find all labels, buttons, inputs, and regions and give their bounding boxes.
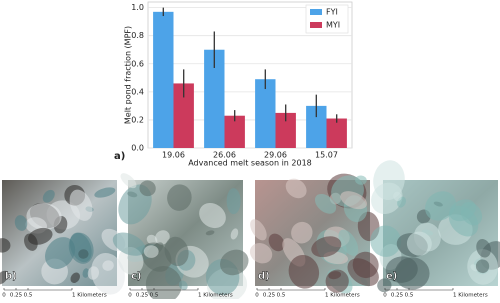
image-texture [285, 178, 307, 199]
image-texture [371, 182, 403, 215]
image-texture [0, 238, 11, 253]
image-panel: c) [112, 173, 249, 303]
bar [173, 83, 194, 148]
bar [255, 79, 276, 148]
x-tick-label: 26.06 [213, 151, 236, 160]
scale-label: 1 Kilometers [325, 293, 360, 299]
image-texture [42, 189, 55, 203]
image-texture [230, 228, 239, 240]
image-texture [145, 266, 182, 303]
image-texture [0, 270, 9, 285]
scale-label: 0 [383, 293, 387, 299]
image-texture [291, 221, 313, 244]
image-texture [24, 233, 38, 251]
bar [306, 105, 327, 148]
image-texture [167, 184, 192, 211]
image-texture [68, 232, 94, 264]
image-texture [45, 237, 76, 269]
image-texture [377, 278, 392, 293]
image-texture [199, 202, 226, 229]
image-texture [347, 258, 379, 287]
image-texture [82, 268, 90, 278]
panel-label: e) [386, 271, 397, 282]
image-texture [314, 193, 337, 214]
scale-label: 1 Kilometers [453, 293, 488, 299]
image-texture [325, 269, 349, 293]
image-texture [94, 187, 116, 198]
image-panel: e) [370, 160, 500, 293]
image-texture [226, 188, 241, 215]
image-texture [112, 232, 146, 256]
image-texture [205, 230, 215, 236]
legend-label: FYI [326, 8, 338, 17]
scale-label: 0.25 [263, 293, 276, 299]
image-texture [268, 233, 285, 252]
y-tick-label: 1.0 [131, 3, 144, 12]
bar [275, 112, 296, 148]
scale-label: 0.5 [277, 293, 286, 299]
image-texture [220, 249, 249, 276]
scale-label: 0.5 [405, 293, 414, 299]
image-texture [164, 236, 189, 267]
image-texture [250, 219, 267, 241]
panel-label: b) [5, 271, 17, 282]
image-texture [425, 191, 456, 221]
image-texture [406, 231, 432, 256]
legend-label: MYI [326, 21, 340, 30]
scale-label: 1 Kilometers [72, 293, 107, 299]
image-texture [249, 243, 273, 264]
image-texture [70, 272, 80, 283]
image-texture [91, 252, 125, 295]
image-texture [154, 230, 170, 245]
y-tick-label: 0.4 [131, 87, 144, 96]
image-texture [370, 225, 402, 257]
image-texture [120, 173, 137, 189]
image-panel: d) [249, 173, 380, 294]
x-tick-label: 29.06 [264, 151, 287, 160]
y-tick-label: 0.2 [131, 115, 144, 124]
scale-label: 0 [2, 293, 6, 299]
image-texture [393, 191, 402, 202]
image-texture [139, 180, 156, 197]
scale-label: 0.5 [24, 293, 33, 299]
bar [153, 11, 174, 149]
scale-label: 0.5 [150, 293, 159, 299]
image-texture [340, 191, 368, 210]
image-texture [476, 239, 491, 258]
image-panel: b) [0, 180, 126, 295]
panel-label: a) [114, 151, 125, 162]
x-axis-label: Advanced melt season in 2018 [188, 159, 312, 168]
legend-swatch [310, 9, 322, 15]
y-tick-label: 0.8 [131, 31, 144, 40]
image-texture [26, 203, 62, 230]
image-texture [69, 189, 93, 221]
image-texture [14, 215, 28, 231]
scale-label: 0 [128, 293, 132, 299]
scale-label: 0.25 [10, 293, 23, 299]
image-texture [475, 259, 490, 274]
image-texture [311, 236, 342, 258]
panel-label: c) [131, 271, 142, 282]
image-texture [385, 256, 418, 283]
y-tick-label: 0.0 [131, 144, 144, 153]
scale-label: 0.25 [391, 293, 404, 299]
image-texture [338, 229, 359, 256]
y-axis-label: Melt pond fraction (MPF) [124, 26, 133, 124]
x-tick-label: 15.07 [315, 151, 338, 160]
image-texture [178, 280, 188, 291]
scale-label: 0 [255, 293, 259, 299]
bar [224, 115, 245, 148]
scale-label: 1 Kilometers [198, 293, 233, 299]
bar [204, 49, 225, 148]
bar [326, 118, 347, 148]
image-texture [288, 254, 320, 289]
x-tick-label: 19.06 [162, 151, 185, 160]
legend-swatch [310, 22, 322, 28]
panel-label: d) [258, 271, 270, 282]
image-texture [143, 245, 159, 258]
y-tick-label: 0.6 [131, 59, 144, 68]
scale-label: 0.25 [136, 293, 149, 299]
image-texture [146, 234, 158, 245]
